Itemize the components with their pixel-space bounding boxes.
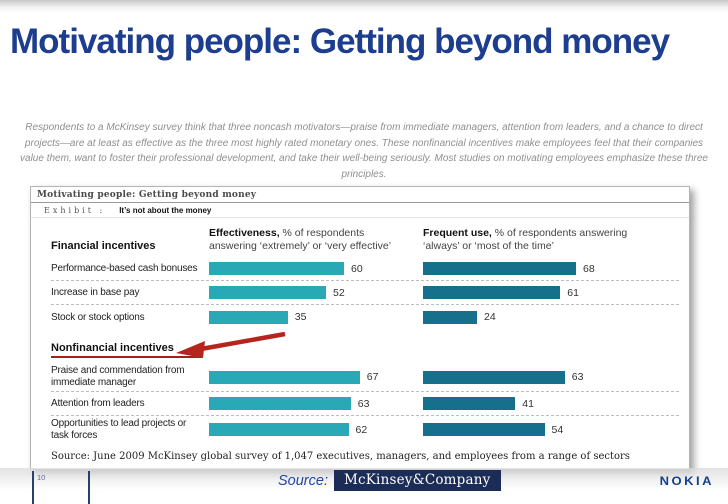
chart-row: Increase in base pay 52 61 — [51, 281, 679, 306]
footer-divider-line-1 — [32, 471, 34, 504]
nonfinancial-incentives-label: Nonfinancial incentives — [51, 342, 202, 359]
footer-source-label: Source: — [278, 472, 328, 489]
effectiveness-bar — [209, 423, 349, 437]
nonfinancial-rows: Praise and commendation from immediate m… — [31, 363, 689, 443]
chart-row: Praise and commendation from immediate m… — [51, 363, 679, 393]
bar-cell: 61 — [423, 286, 679, 300]
effectiveness-bar — [209, 262, 344, 276]
frequent-use-bar — [423, 310, 477, 324]
page-title: Motivating people: Getting beyond money — [10, 22, 670, 61]
row-label: Opportunities to lead projects or task f… — [51, 418, 187, 441]
frequent-use-value: 54 — [551, 423, 564, 436]
row-label: Performance-based cash bonuses — [51, 263, 198, 275]
chart-row: Performance-based cash bonuses 60 68 — [51, 257, 679, 282]
exhibit-source-note: Source: June 2009 McKinsey global survey… — [51, 450, 630, 462]
bar-cell: 24 — [423, 310, 679, 324]
row-label: Attention from leaders — [51, 397, 145, 409]
chart-row: Attention from leaders 63 41 — [51, 392, 679, 417]
frequent-use-value: 41 — [522, 397, 534, 410]
footer-divider-line-2 — [88, 471, 90, 504]
exhibit-panel: Motivating people: Getting beyond money … — [30, 186, 690, 470]
effectiveness-column-header: Effectiveness, % of respondents answerin… — [209, 227, 423, 253]
effectiveness-bar — [209, 397, 351, 411]
frequent-use-header-bold: Frequent use, — [423, 227, 492, 239]
row-label: Praise and commendation from immediate m… — [51, 365, 185, 389]
bar-cell: 63 — [209, 397, 423, 411]
top-edge-gradient — [0, 0, 728, 13]
exhibit-label: Exhibit : — [44, 206, 106, 215]
nonfinancial-section-header: Nonfinancial incentives — [51, 332, 679, 360]
effectiveness-header-bold: Effectiveness, — [209, 227, 280, 239]
frequent-use-bar — [423, 286, 561, 300]
effectiveness-value: 67 — [366, 371, 379, 384]
footer-source: Source: McKinsey&Company — [278, 470, 501, 491]
frequent-use-column-header: Frequent use, % of respondents answering… — [423, 227, 679, 253]
frequent-use-value: 61 — [567, 286, 579, 299]
row-label: Increase in base pay — [51, 287, 140, 299]
page-number: 10 — [37, 473, 46, 482]
effectiveness-bar — [209, 370, 360, 384]
bar-cell: 62 — [209, 423, 423, 437]
frequent-use-value: 63 — [571, 371, 584, 384]
effectiveness-bar — [209, 310, 288, 324]
effectiveness-value: 60 — [351, 262, 363, 275]
effectiveness-bar — [209, 286, 326, 300]
financial-rows: Performance-based cash bonuses 60 68 Increa… — [31, 257, 689, 329]
chart-row: Stock or stock options 35 24 — [51, 305, 679, 329]
bar-cell: 54 — [423, 423, 679, 437]
bar-cell: 67 — [209, 370, 423, 384]
effectiveness-value: 63 — [357, 397, 370, 410]
bar-cell: 63 — [423, 370, 679, 384]
exhibit-subtitle: It’s not about the money — [119, 206, 212, 215]
frequent-use-bar — [423, 397, 516, 411]
frequent-use-header-desc: % of respondents answering ‘always’ or ‘… — [423, 227, 628, 253]
bar-cell: 60 — [209, 262, 423, 276]
exhibit-subheader: Exhibit : It’s not about the money — [31, 203, 689, 218]
bar-cell: 35 — [209, 310, 423, 324]
bar-cell: 68 — [423, 262, 679, 276]
bar-cell: 41 — [423, 397, 679, 411]
frequent-use-value: 68 — [583, 262, 595, 275]
frequent-use-bar — [423, 370, 565, 384]
nokia-logo: NOKIA — [659, 473, 714, 488]
exhibit-header-title: Motivating people: Getting beyond money — [31, 187, 689, 203]
red-arrow-icon — [176, 332, 286, 359]
mckinsey-logo: McKinsey&Company — [333, 470, 501, 491]
effectiveness-value: 62 — [355, 423, 368, 436]
intro-paragraph: Respondents to a McKinsey survey think t… — [20, 122, 708, 180]
effectiveness-header-desc: % of respondents answering ‘extremely’ o… — [209, 227, 392, 253]
effectiveness-value: 52 — [333, 286, 345, 299]
frequent-use-bar — [423, 423, 545, 437]
column-headers: Financial incentives Effectiveness, % of… — [51, 227, 679, 253]
effectiveness-value: 35 — [294, 311, 307, 324]
bar-cell: 52 — [209, 286, 423, 300]
financial-incentives-label: Financial incentives — [51, 240, 156, 253]
row-label: Stock or stock options — [51, 311, 145, 323]
chart-row: Opportunities to lead projects or task f… — [51, 416, 679, 444]
frequent-use-bar — [423, 262, 576, 276]
frequent-use-value: 24 — [484, 311, 496, 324]
